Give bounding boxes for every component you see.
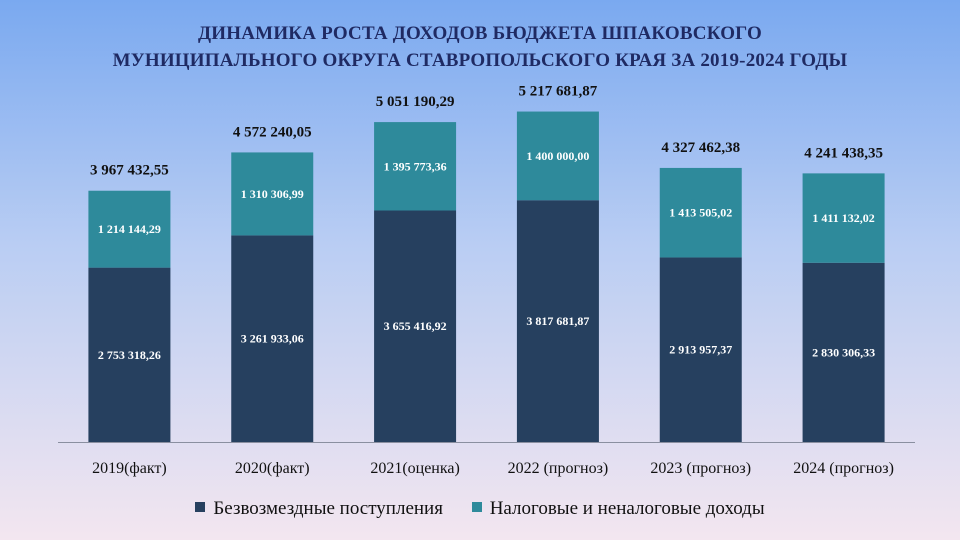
bar-tax-revenue [659,167,742,258]
bar-total-label: 4 572 240,05 [233,124,312,140]
bar-value-label: 3 655 416,92 [384,319,447,333]
bar-total-label: 4 241 438,35 [804,145,883,161]
bar-grants [516,200,599,442]
bar-value-label: 2 830 306,33 [812,345,875,359]
legend-label-grants: Безвозмездные поступления [213,498,443,519]
bar-value-label: 2 913 957,37 [669,343,732,357]
legend-item-grants: Безвозмездные поступления [195,498,443,520]
bar-tax-revenue [88,190,171,268]
bar-value-label: 1 400 000,00 [526,149,589,163]
bar-grants [231,235,314,442]
chart-title: ДИНАМИКА РОСТА ДОХОДОВ БЮДЖЕТА ШПАКОВСКО… [0,20,960,74]
chart-title-line-1: ДИНАМИКА РОСТА ДОХОДОВ БЮДЖЕТА ШПАКОВСКО… [198,23,762,44]
bar-total-label: 5 217 681,87 [519,84,598,100]
bar-grants [659,257,742,442]
x-tick-label: 2023 (прогноз) [650,460,751,477]
x-tick-label: 2022 (прогноз) [508,460,609,477]
x-tick-label: 2019(факт) [92,460,167,477]
bar-tax-revenue [231,152,314,236]
chart-legend: Безвозмездные поступления Налоговые и не… [0,498,960,520]
bar-value-label: 1 413 505,02 [669,206,732,220]
bar-grants [802,262,885,442]
bar-grants [374,210,457,442]
bar-value-label: 1 395 773,36 [384,159,447,173]
bar-grants [88,267,171,442]
legend-item-tax-revenue: Налоговые и неналоговые доходы [471,498,765,520]
bar-value-label: 1 411 132,02 [812,211,874,225]
bar-total-label: 3 967 432,55 [90,163,169,179]
bar-value-label: 1 214 144,29 [98,222,161,236]
x-tick-label: 2020(факт) [235,460,310,477]
legend-label-tax-revenue: Налоговые и неналоговые доходы [489,498,765,519]
bar-value-label: 3 817 681,87 [526,314,589,328]
x-tick-label: 2024 (прогноз) [793,460,894,477]
legend-swatch-grants [195,502,206,512]
bar-tax-revenue [374,122,457,211]
bar-value-label: 2 753 318,26 [98,348,161,362]
bar-total-label: 5 051 190,29 [376,94,455,110]
bar-total-label: 4 327 462,38 [661,140,740,156]
chart-title-line-2: МУНИЦИПАЛЬНОГО ОКРУГА СТАВРОПОЛЬСКОГО КР… [112,50,848,71]
legend-swatch-tax-revenue [471,502,482,512]
bar-value-label: 3 261 933,06 [241,332,304,346]
bar-value-label: 1 310 306,99 [241,187,304,201]
bar-tax-revenue [516,111,599,201]
bar-tax-revenue [802,173,885,263]
x-tick-label: 2021(оценка) [370,460,460,477]
